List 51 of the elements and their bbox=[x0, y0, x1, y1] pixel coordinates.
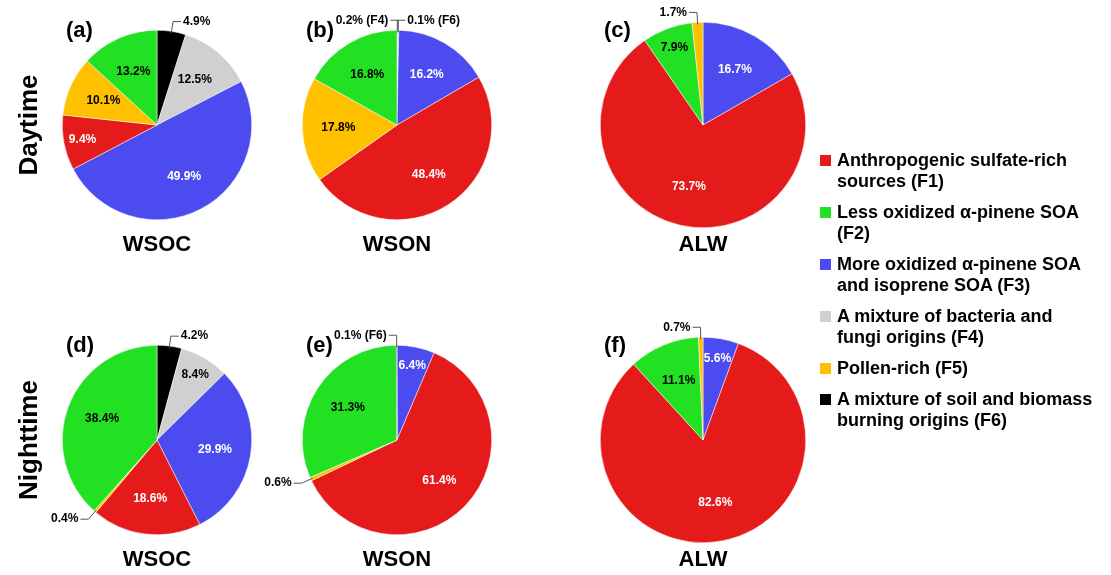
data-label: 0.1% (F6) bbox=[333, 327, 387, 342]
text: (c) bbox=[604, 17, 631, 43]
data-label: 6.4% bbox=[398, 358, 427, 373]
data-label: 10.1% bbox=[86, 93, 121, 108]
data-label: 17.8% bbox=[321, 120, 356, 135]
data-label: 11.1% bbox=[661, 373, 696, 388]
text: ALW bbox=[677, 231, 729, 257]
text: WSOC bbox=[121, 231, 193, 257]
data-label: 7.9% bbox=[660, 40, 689, 55]
data-label: 0.6% bbox=[264, 475, 292, 490]
chart-title: (b) bbox=[306, 17, 335, 43]
text: (f) bbox=[604, 332, 626, 358]
data-label: 48.4% bbox=[411, 166, 447, 181]
text: Daytime bbox=[12, 74, 44, 176]
data-label: 16.8% bbox=[350, 66, 385, 81]
data-label: 73.7% bbox=[671, 179, 707, 194]
data-label: 38.4% bbox=[85, 411, 120, 426]
text: WSON bbox=[361, 231, 433, 257]
text: WSON bbox=[361, 546, 433, 572]
text: Nighttime bbox=[12, 380, 44, 500]
data-label: 0.2% (F4) bbox=[335, 12, 389, 27]
data-label: 8.4% bbox=[181, 366, 210, 381]
data-label: 4.2% bbox=[180, 328, 209, 343]
data-label: 18.6% bbox=[133, 490, 168, 505]
chart-title: (e) bbox=[306, 332, 333, 358]
data-label: 16.2% bbox=[409, 66, 445, 81]
data-label: 29.9% bbox=[197, 441, 233, 456]
data-label: 1.7% bbox=[659, 4, 688, 19]
data-label: 49.9% bbox=[167, 169, 202, 184]
data-label: 4.9% bbox=[183, 13, 211, 28]
category-label: Anthropogenic sulfate-rich sources (F1) bbox=[837, 150, 1068, 192]
data-label: 0.7% bbox=[663, 319, 691, 334]
category-label: A mixture of soil and biomass burning origins (F6) bbox=[837, 389, 1094, 431]
data-label: 82.6% bbox=[698, 494, 733, 509]
category-label: More oxidized α-pinene SOA and isoprene SOA (F3) bbox=[837, 254, 1082, 296]
data-label: 16.7% bbox=[717, 62, 753, 77]
data-label: 5.6% bbox=[703, 351, 732, 366]
text: ALW bbox=[677, 546, 729, 572]
text: WSOC bbox=[121, 546, 193, 572]
data-label: 61.4% bbox=[422, 472, 457, 487]
data-label: 12.5% bbox=[177, 72, 213, 87]
category-label: Less oxidized α-pinene SOA (F2) bbox=[837, 202, 1080, 244]
data-label: 9.4% bbox=[68, 131, 97, 146]
chart-title: (a) bbox=[66, 17, 93, 43]
data-label: 13.2% bbox=[116, 63, 151, 78]
category-label: A mixture of bacteria and fungi origins (F4) bbox=[837, 306, 1054, 348]
data-label: 31.3% bbox=[330, 400, 366, 415]
category-label: Pollen-rich (F5) bbox=[837, 358, 969, 379]
data-label: 0.4% bbox=[51, 511, 79, 526]
data-label: 0.1% (F6) bbox=[407, 12, 461, 27]
chart-title: (d) bbox=[66, 332, 95, 358]
